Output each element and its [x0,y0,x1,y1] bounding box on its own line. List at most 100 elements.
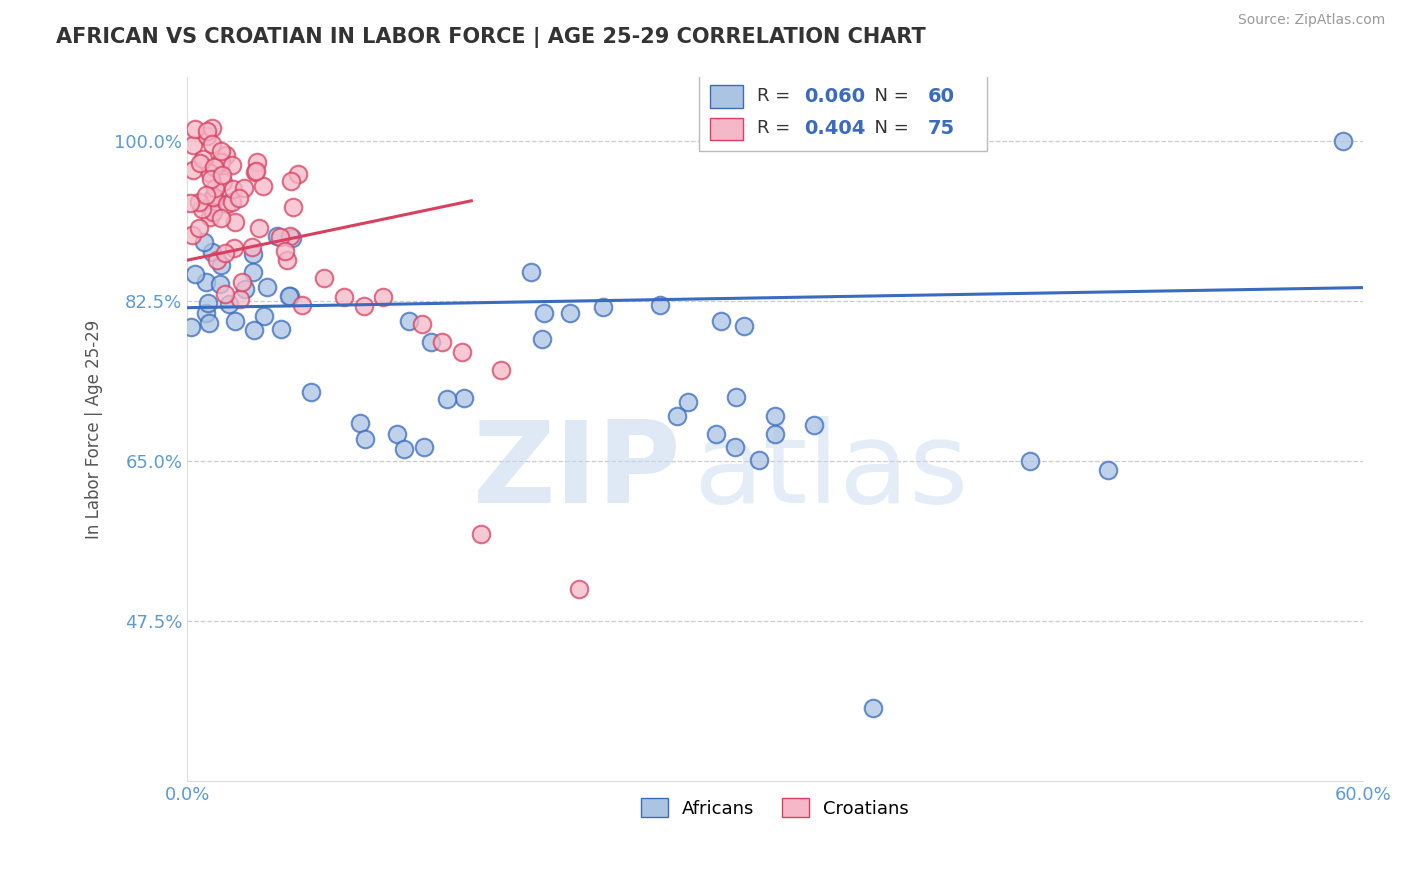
Text: R =: R = [758,87,796,105]
Point [224,215,246,229]
Point [214,287,236,301]
Text: 60: 60 [928,87,955,106]
Point [666,409,689,423]
Point [373,290,395,304]
Point [748,453,770,467]
Point [277,288,299,302]
Point [242,247,264,261]
Point [201,190,224,204]
Point [733,318,755,333]
Point [211,168,233,182]
Text: AFRICAN VS CROATIAN IN LABOR FORCE | AGE 25-29 CORRELATION CHART: AFRICAN VS CROATIAN IN LABOR FORCE | AGE… [56,27,927,48]
Point [287,167,309,181]
Point [270,321,292,335]
Point [204,181,226,195]
Point [209,145,232,159]
Point [194,275,217,289]
Text: N =: N = [863,87,914,105]
Point [353,299,375,313]
Point [181,228,204,243]
Point [1331,135,1354,149]
Point [215,196,238,211]
Point [191,202,214,217]
Point [1018,454,1040,468]
Point [354,432,377,446]
Point [201,204,224,219]
Point [201,245,224,260]
Point [299,385,322,400]
Point [568,582,591,596]
Point [281,231,304,245]
Point [676,394,699,409]
Point [201,120,224,135]
Point [398,314,420,328]
Point [180,319,202,334]
Point [233,282,256,296]
Point [222,181,245,195]
Y-axis label: In Labor Force | Age 25-29: In Labor Force | Age 25-29 [86,319,103,539]
Point [188,156,211,170]
Legend: Africans, Croatians: Africans, Croatians [634,790,917,825]
Point [243,165,266,179]
Point [215,148,238,162]
Point [197,317,219,331]
Point [209,211,232,225]
Point [470,527,492,541]
Point [420,334,443,349]
Point [269,229,291,244]
Point [280,174,302,188]
Point [181,138,204,153]
Point [392,442,415,456]
Point [560,306,582,320]
Point [209,258,232,272]
Point [204,191,226,205]
Point [278,289,301,303]
Point [281,200,304,214]
Point [862,701,884,715]
Point [803,417,825,432]
Point [184,122,207,136]
Point [436,392,458,406]
Point [202,160,225,174]
Point [214,246,236,260]
Point [195,123,218,137]
Point [200,172,222,186]
Point [724,390,747,404]
Point [349,416,371,430]
Point [252,179,274,194]
Point [232,181,254,195]
Text: 75: 75 [928,119,955,137]
Text: R =: R = [758,120,796,137]
Point [194,306,217,320]
Point [207,252,229,267]
Point [710,314,733,328]
Point [314,271,336,285]
Point [198,210,221,224]
Point [218,297,240,311]
FancyBboxPatch shape [699,75,987,152]
Point [229,292,252,306]
Point [592,300,614,314]
Point [228,190,250,204]
Point [763,409,786,423]
Point [387,427,409,442]
Point [212,175,235,189]
Point [222,241,245,255]
Point [266,229,288,244]
Point [200,166,222,180]
Point [184,267,207,281]
Point [411,317,433,331]
FancyBboxPatch shape [710,85,744,108]
Point [195,128,218,143]
Point [231,275,253,289]
Point [197,295,219,310]
Point [1097,463,1119,477]
Point [763,426,786,441]
Point [242,265,264,279]
Point [208,277,231,291]
Point [209,154,232,169]
Point [201,136,224,151]
Text: N =: N = [863,120,914,137]
Point [195,188,218,202]
FancyBboxPatch shape [710,118,744,140]
